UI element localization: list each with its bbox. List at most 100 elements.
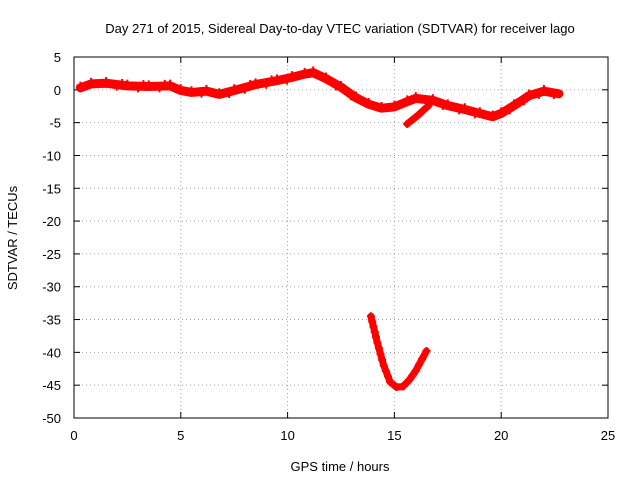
- series-dip: [366, 312, 431, 392]
- data-point: [515, 98, 523, 107]
- data-point: [376, 350, 385, 359]
- data-point: [294, 71, 303, 80]
- data-point: [534, 90, 543, 99]
- data-point: [408, 115, 417, 124]
- data-point: [433, 98, 442, 107]
- data-point: [438, 102, 447, 111]
- y-tick-label: -40: [42, 345, 61, 360]
- data-point: [300, 67, 309, 76]
- plot-frame: [73, 56, 609, 419]
- chart-title: Day 271 of 2015, Sidereal Day-to-day VTE…: [105, 21, 574, 36]
- data-point: [107, 79, 116, 88]
- data-point: [383, 372, 392, 381]
- data-point: [94, 79, 103, 88]
- data-point: [364, 98, 373, 107]
- y-tick-label: -10: [42, 148, 61, 163]
- data-point: [418, 354, 427, 363]
- data-point: [251, 78, 260, 87]
- data-point: [240, 85, 249, 94]
- data-point: [405, 375, 414, 384]
- data-point: [262, 80, 271, 89]
- data-point: [225, 89, 234, 98]
- data-point: [202, 84, 211, 93]
- data-point: [549, 91, 558, 100]
- data-point: [396, 100, 405, 109]
- data-point: [505, 106, 514, 115]
- data-point: [413, 111, 422, 120]
- data-point: [370, 328, 379, 337]
- data-point: [351, 91, 360, 100]
- y-tick-label: -35: [42, 313, 61, 328]
- data-point: [407, 95, 416, 104]
- data-point: [337, 80, 345, 89]
- data-point: [369, 322, 378, 331]
- data-point: [539, 84, 548, 93]
- data-point: [81, 81, 90, 90]
- data-point: [386, 377, 395, 386]
- y-tick-label: -15: [42, 181, 61, 196]
- data-point: [492, 111, 501, 120]
- data-point: [378, 355, 387, 364]
- y-tick-label: -30: [42, 280, 61, 295]
- data-point: [465, 106, 474, 115]
- y-axis-label: SDTVAR / TECUs: [5, 185, 20, 290]
- y-tick-label: -20: [42, 214, 61, 229]
- data-point: [166, 79, 175, 88]
- data-point: [510, 99, 519, 108]
- data-point: [366, 312, 375, 321]
- data-point: [368, 317, 377, 326]
- data-point: [374, 344, 383, 353]
- data-point: [87, 77, 96, 86]
- x-tick-label: 0: [70, 428, 77, 443]
- data-point: [176, 84, 185, 93]
- data-point: [414, 360, 423, 369]
- data-point: [128, 82, 137, 91]
- data-point: [408, 371, 417, 380]
- series-main: [75, 66, 564, 122]
- x-tick-label: 10: [280, 428, 294, 443]
- data-point: [422, 347, 431, 356]
- data-point: [519, 97, 528, 106]
- y-tick-label: -45: [42, 378, 61, 393]
- data-point: [544, 88, 553, 97]
- x-tick-label: 5: [177, 428, 184, 443]
- data-point: [144, 80, 153, 89]
- data-point: [187, 86, 196, 95]
- data-point: [554, 89, 563, 98]
- axis-ticks: 0 5 10 15 20 25 5 0 -5 -10 -15 -20 -25 -30 -35 -40 -45 -5…: [42, 50, 615, 443]
- series-spur: [403, 101, 433, 128]
- data-point: [192, 88, 201, 97]
- x-tick-label: 20: [494, 428, 508, 443]
- y-tick-label: 5: [54, 50, 61, 65]
- y-tick-label: -50: [42, 411, 61, 426]
- data-point: [123, 79, 132, 88]
- y-tick-label: 0: [54, 83, 61, 98]
- x-tick-label: 15: [387, 428, 401, 443]
- data-point: [424, 101, 433, 110]
- data-point: [309, 66, 318, 75]
- data-point: [282, 76, 291, 85]
- data-point: [373, 338, 382, 347]
- data-point: [443, 99, 452, 108]
- data-point: [327, 77, 336, 86]
- x-tick-label: 25: [601, 428, 615, 443]
- data-point: [403, 119, 412, 128]
- data-point: [341, 86, 350, 95]
- data-point: [134, 84, 143, 93]
- data-marks: [75, 66, 564, 392]
- data-point: [102, 77, 111, 86]
- data-point: [381, 366, 390, 375]
- data-point: [419, 106, 428, 115]
- data-point: [256, 79, 265, 88]
- data-point: [246, 79, 255, 88]
- data-point: [411, 366, 420, 375]
- data-point: [272, 74, 281, 83]
- y-tick-label: -25: [42, 247, 61, 262]
- y-tick-label: -5: [49, 116, 61, 131]
- data-point: [182, 87, 191, 96]
- data-point: [372, 333, 381, 342]
- data-point: [449, 102, 458, 111]
- data-point: [332, 82, 341, 91]
- data-point: [322, 72, 331, 81]
